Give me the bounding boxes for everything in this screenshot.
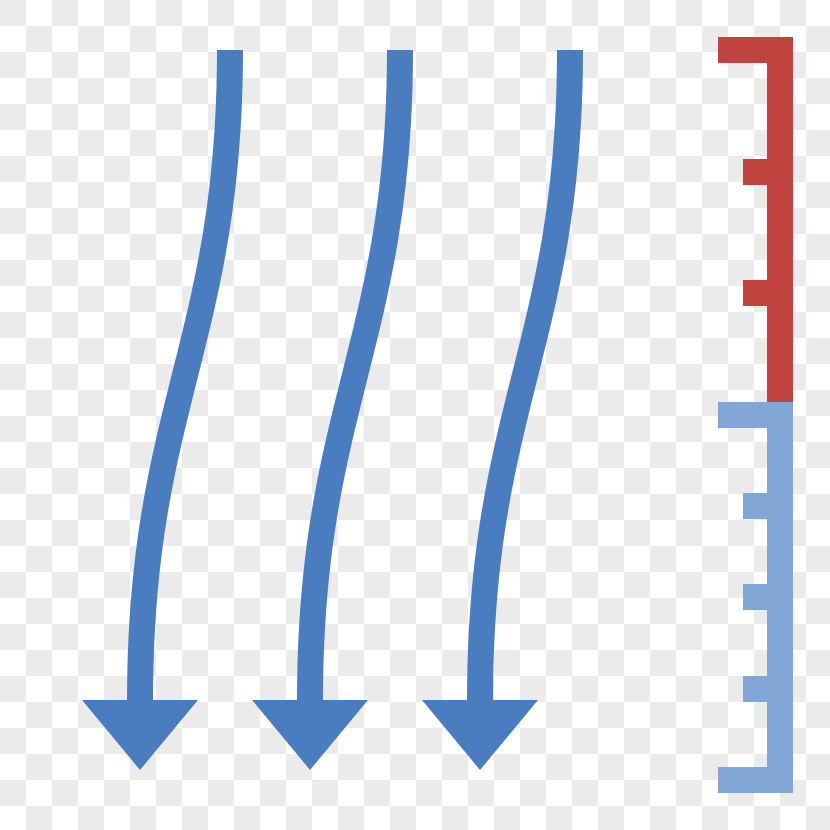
flow-arrow-head bbox=[82, 700, 198, 770]
scale-hot-segment bbox=[718, 50, 793, 415]
flow-arrow-curve bbox=[140, 50, 230, 700]
flow-arrow-curve bbox=[310, 50, 400, 700]
down-arrows-group bbox=[82, 50, 570, 770]
flow-arrow-curve bbox=[480, 50, 570, 700]
scale-cold-segment bbox=[718, 415, 793, 780]
flow-arrow-head bbox=[252, 700, 368, 770]
cooling-icon-canvas bbox=[0, 0, 830, 830]
flow-arrow-head bbox=[422, 700, 538, 770]
cooling-icon bbox=[0, 0, 830, 830]
